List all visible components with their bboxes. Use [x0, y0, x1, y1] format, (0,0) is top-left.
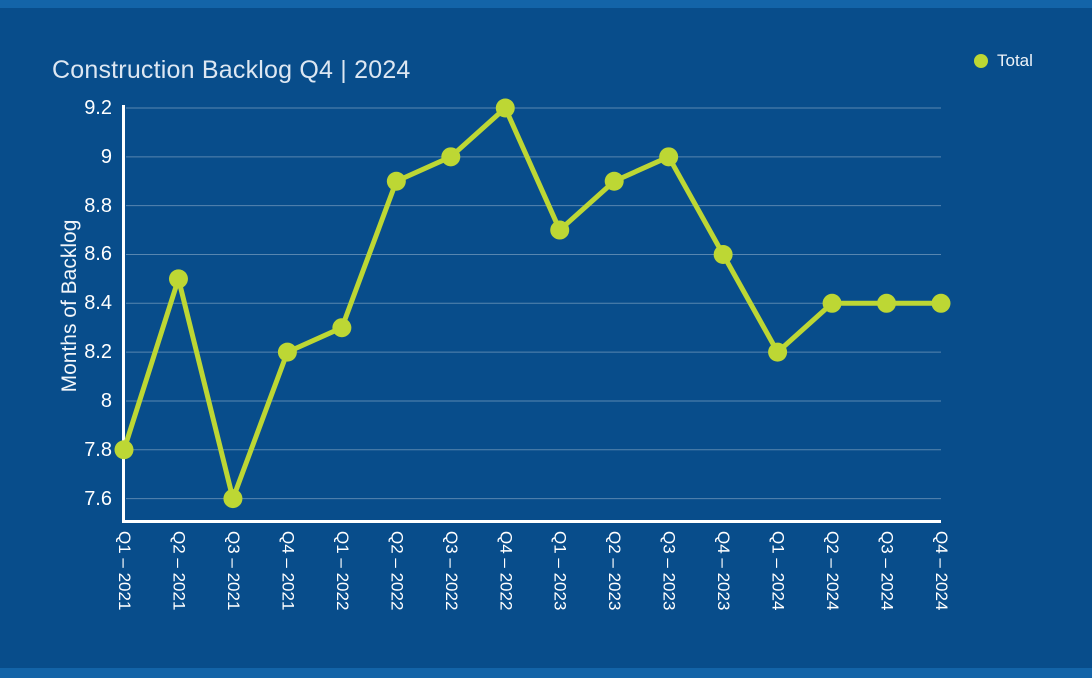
- y-tick-label: 8: [100, 389, 112, 412]
- data-point[interactable]: [604, 171, 624, 191]
- x-tick-label: Q4 – 2022: [496, 531, 516, 611]
- data-point[interactable]: [277, 342, 297, 362]
- y-tick-label: 8.2: [84, 341, 112, 364]
- y-tick-label: 9: [100, 145, 112, 168]
- data-point[interactable]: [223, 489, 243, 509]
- legend-label: Total: [997, 51, 1033, 70]
- y-tick-label: 9.2: [84, 97, 112, 119]
- x-tick-label: Q2 – 2021: [169, 531, 189, 611]
- x-tick-label: Q2 – 2023: [605, 531, 625, 611]
- data-point[interactable]: [114, 440, 134, 460]
- series-line-total: [121, 105, 944, 502]
- data-point[interactable]: [441, 147, 461, 167]
- data-point[interactable]: [495, 98, 515, 118]
- data-point[interactable]: [386, 171, 406, 191]
- x-tick-label: Q3 – 2022: [441, 531, 461, 611]
- data-point[interactable]: [822, 293, 842, 313]
- x-tick-label: Q2 – 2022: [387, 531, 407, 611]
- data-point[interactable]: [931, 293, 951, 313]
- data-point[interactable]: [550, 220, 570, 240]
- data-point[interactable]: [877, 293, 897, 313]
- x-tick-label: Q4 – 2024: [932, 531, 951, 611]
- data-point[interactable]: [168, 269, 188, 289]
- legend-marker-icon: [974, 54, 988, 68]
- x-tick-label: Q2 – 2024: [823, 531, 843, 611]
- x-tick-label: Q1 – 2024: [768, 531, 788, 611]
- chart-title: Construction Backlog Q4 | 2024: [52, 56, 411, 84]
- y-tick-label: 8.4: [84, 292, 112, 315]
- x-tick-label: Q3 – 2023: [659, 531, 679, 611]
- x-tick-label: Q4 – 2021: [278, 531, 298, 611]
- legend-item-total[interactable]: Total: [974, 51, 1033, 71]
- x-tick-label: Q1 – 2021: [115, 531, 134, 611]
- y-tick-label: 7.6: [84, 487, 112, 510]
- data-point[interactable]: [659, 147, 679, 167]
- x-tick-label: Q1 – 2022: [332, 531, 352, 611]
- data-point[interactable]: [768, 342, 788, 362]
- x-tick-label: Q1 – 2023: [550, 531, 570, 611]
- x-tick-label: Q4 – 2023: [714, 531, 734, 611]
- y-tick-label: 7.8: [84, 438, 112, 461]
- chart-panel: [0, 8, 1092, 668]
- x-tick-label: Q3 – 2024: [877, 531, 897, 611]
- y-tick-label: 8.6: [84, 243, 112, 266]
- x-tick-label: Q3 – 2021: [223, 531, 243, 611]
- data-point[interactable]: [713, 244, 733, 264]
- data-point[interactable]: [332, 318, 352, 338]
- y-tick-label: 8.8: [84, 194, 112, 217]
